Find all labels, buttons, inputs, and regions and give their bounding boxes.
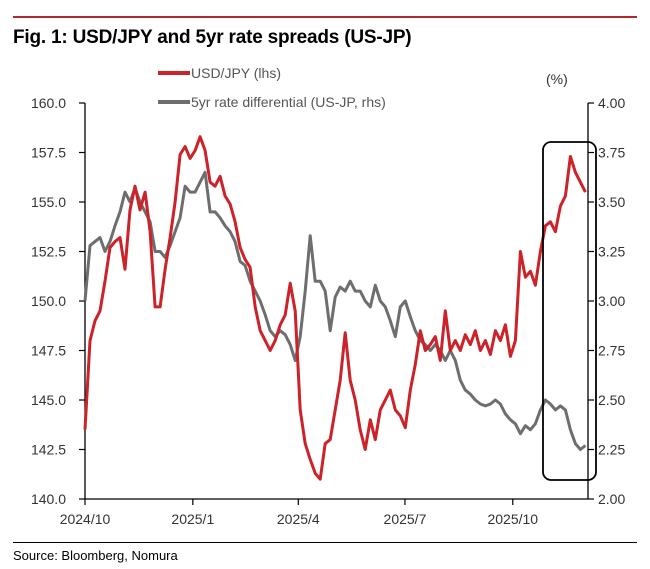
right-tick-label: 3.25: [598, 244, 625, 260]
right-tick-label: 4.00: [598, 95, 625, 111]
x-tick-label: 2024/10: [60, 511, 111, 527]
x-tick-label: 2025/10: [487, 511, 538, 527]
right-tick-label: 3.75: [598, 145, 625, 161]
top-rule: [13, 16, 637, 18]
left-tick-label: 160.0: [31, 95, 66, 111]
left-tick-label: 147.5: [31, 343, 66, 359]
source-note: Source: Bloomberg, Nomura: [13, 548, 178, 563]
x-tick-label: 2025/7: [384, 511, 427, 527]
usdjpy-line: [83, 135, 587, 481]
right-tick-label: 2.00: [598, 491, 625, 507]
right-tick-label: 2.75: [598, 343, 625, 359]
right-axis-unit: (%): [546, 71, 568, 87]
left-tick-label: 152.5: [31, 244, 66, 260]
x-tick-label: 2025/1: [171, 511, 214, 527]
right-tick-label: 3.50: [598, 194, 625, 210]
right-tick-label: 3.00: [598, 293, 625, 309]
legend-label: 5yr rate differential (US-JP, rhs): [191, 94, 386, 110]
left-tick-label: 150.0: [31, 293, 66, 309]
right-tick-label: 2.50: [598, 392, 625, 408]
left-tick-label: 157.5: [31, 145, 66, 161]
figure-title: Fig. 1: USD/JPY and 5yr rate spreads (US…: [13, 27, 412, 48]
highlight-box: [542, 141, 597, 481]
left-tick-label: 142.5: [31, 442, 66, 458]
left-tick-label: 155.0: [31, 194, 66, 210]
x-tick-label: 2025/4: [277, 511, 320, 527]
left-tick-label: 140.0: [31, 491, 66, 507]
right-tick-label: 2.25: [598, 442, 625, 458]
bottom-rule: [13, 542, 637, 543]
left-tick-label: 145.0: [31, 392, 66, 408]
legend-label: USD/JPY (lhs): [191, 65, 281, 81]
